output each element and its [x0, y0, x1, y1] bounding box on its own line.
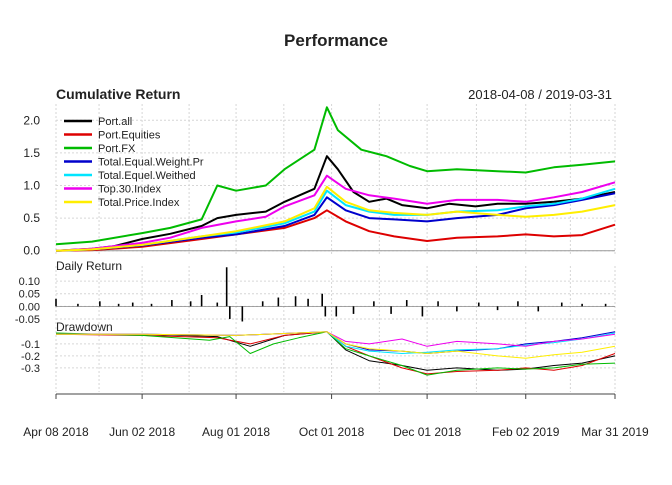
series-line-6	[55, 185, 616, 252]
x-axis: Apr 08 2018 Jun 02 2018 Aug 01 2018 Oct 01 …	[23, 393, 649, 439]
y-tick-label: 0.0	[23, 244, 40, 258]
cumulative-return-panel: 0.0 0.5 1.0 1.5 2.0	[23, 104, 616, 258]
y-tick-label: 0.5	[23, 211, 40, 225]
series-line-2	[55, 106, 616, 246]
panel-cumulative-return-label: Cumulative Return	[56, 86, 180, 102]
x-tick-label: Apr 08 2018	[23, 425, 89, 439]
legend-label-4: Total.Equel.Weithed	[98, 170, 196, 182]
y-tick-label: 0.00	[19, 301, 40, 313]
series-line-1	[55, 209, 616, 252]
series-line-6	[56, 331, 616, 359]
daily-return-panel: Daily Return 0.100.050.00-0.05	[15, 259, 616, 326]
series-line-0	[55, 155, 616, 252]
y-tick-label: -0.05	[15, 314, 40, 326]
y-tick-label: 1.0	[23, 179, 40, 193]
y-tick-label: 0.10	[19, 276, 40, 288]
panel-label-1: Daily Return	[56, 259, 122, 273]
y-tick-label: 2.0	[23, 113, 40, 127]
y-tick-label: -0.2	[21, 351, 40, 363]
x-tick-label: Jun 02 2018	[109, 425, 175, 439]
legend-label-0: Port.all	[98, 116, 132, 128]
series-line-0	[56, 331, 616, 371]
date-range-label: 2018-04-08 / 2019-03-31	[468, 87, 612, 102]
x-tick-label: Dec 01 2018	[393, 425, 461, 439]
series-line-1	[55, 331, 616, 375]
drawdown-panel: Drawdown -0.1-0.2-0.3	[21, 320, 616, 392]
chart-title: Performance	[284, 31, 388, 50]
legend-label-2: Port.FX	[98, 143, 136, 155]
legend-label-6: Total.Price.Index	[98, 197, 180, 209]
y-tick-label: 1.5	[23, 146, 40, 160]
x-tick-label: Feb 02 2019	[492, 425, 560, 439]
x-tick-label: Aug 01 2018	[202, 425, 270, 439]
legend-label-3: Total.Equal.Weight.Pr	[98, 157, 204, 169]
y-tick-label: -0.1	[21, 339, 40, 351]
series-line-3	[55, 192, 616, 252]
series-line-2	[55, 331, 616, 376]
panel-label-2: Drawdown	[56, 320, 113, 334]
x-tick-label: Oct 01 2018	[299, 425, 365, 439]
legend-label-1: Port.Equities	[98, 130, 161, 142]
y-tick-label: 0.05	[19, 289, 40, 301]
x-tick-label: Mar 31 2019	[581, 425, 649, 439]
y-tick-label: -0.3	[21, 363, 40, 375]
series-line-5	[55, 174, 616, 252]
legend-label-5: Top.30.Index	[98, 184, 161, 196]
